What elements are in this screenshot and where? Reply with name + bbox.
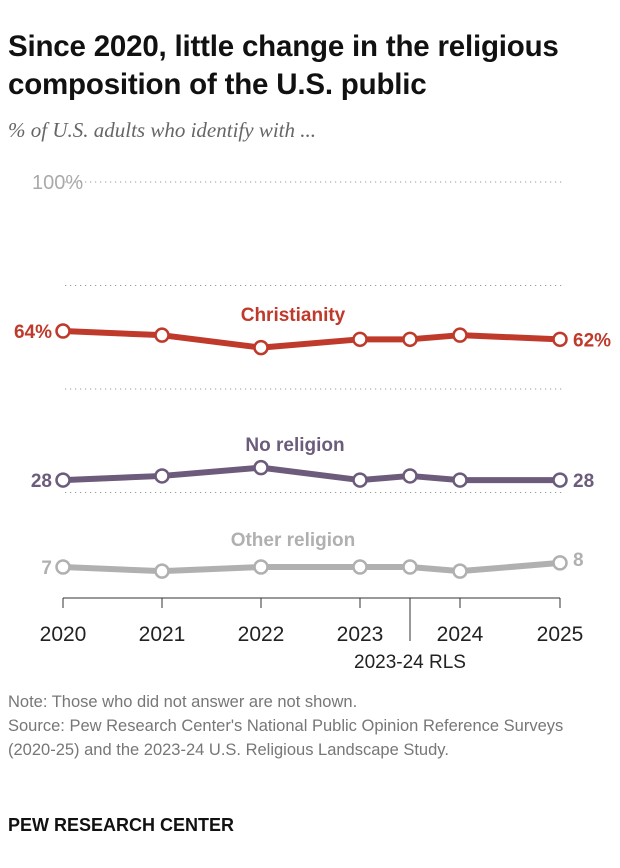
x-tick-label: 2022: [238, 623, 285, 646]
data-point: [552, 555, 568, 571]
data-point: [352, 472, 368, 488]
data-point: [352, 559, 368, 575]
data-point: [452, 563, 468, 579]
data-point: [402, 468, 418, 484]
data-point: [55, 559, 71, 575]
chart-title: Since 2020, little change in the religio…: [8, 30, 559, 101]
series-label: Christianity: [241, 305, 346, 326]
y-tick-label: 100%: [32, 172, 83, 194]
data-point: [452, 327, 468, 343]
data-point: [55, 472, 71, 488]
data-point: [253, 559, 269, 575]
data-point: [552, 331, 568, 348]
notes: Note: Those who did not answer are not s…: [8, 690, 613, 762]
data-point: [452, 472, 468, 488]
series-line-0: [62, 328, 561, 351]
note-text: Note: Those who did not answer are not s…: [8, 693, 358, 711]
end-value-label: 62%: [573, 330, 611, 351]
series-label: No religion: [245, 435, 344, 456]
end-value-label: 8: [573, 550, 584, 571]
source-text: Source: Pew Research Center's National P…: [8, 717, 564, 759]
series-label: Other religion: [231, 530, 356, 551]
chart-subtitle: % of U.S. adults who identify with ...: [8, 118, 316, 142]
data-point: [154, 327, 170, 343]
x-tick-label: 2021: [139, 623, 186, 646]
start-value-label: 64%: [14, 322, 52, 343]
brand-logo-text: PEW RESEARCH CENTER: [8, 815, 235, 835]
data-point: [352, 331, 368, 348]
data-point: [402, 331, 418, 348]
data-point: [552, 472, 568, 488]
x-tick-label: 2020: [40, 623, 87, 646]
data-point: [402, 559, 418, 575]
data-point: [253, 339, 269, 356]
data-point: [154, 563, 170, 579]
x-tick-label: 2023: [337, 623, 384, 646]
data-point: [253, 459, 269, 476]
x-tick-label: 2025: [537, 623, 584, 646]
data-point: [55, 323, 71, 339]
start-value-label: 7: [41, 558, 52, 579]
series-line-1: [62, 464, 560, 484]
end-value-label: 28: [573, 471, 594, 492]
start-value-label: 28: [31, 471, 52, 492]
x-tick-label: 2024: [437, 623, 484, 646]
data-point: [154, 468, 170, 484]
series-line-2: [62, 559, 561, 575]
rls-annotation: 2023-24 RLS: [354, 652, 466, 673]
